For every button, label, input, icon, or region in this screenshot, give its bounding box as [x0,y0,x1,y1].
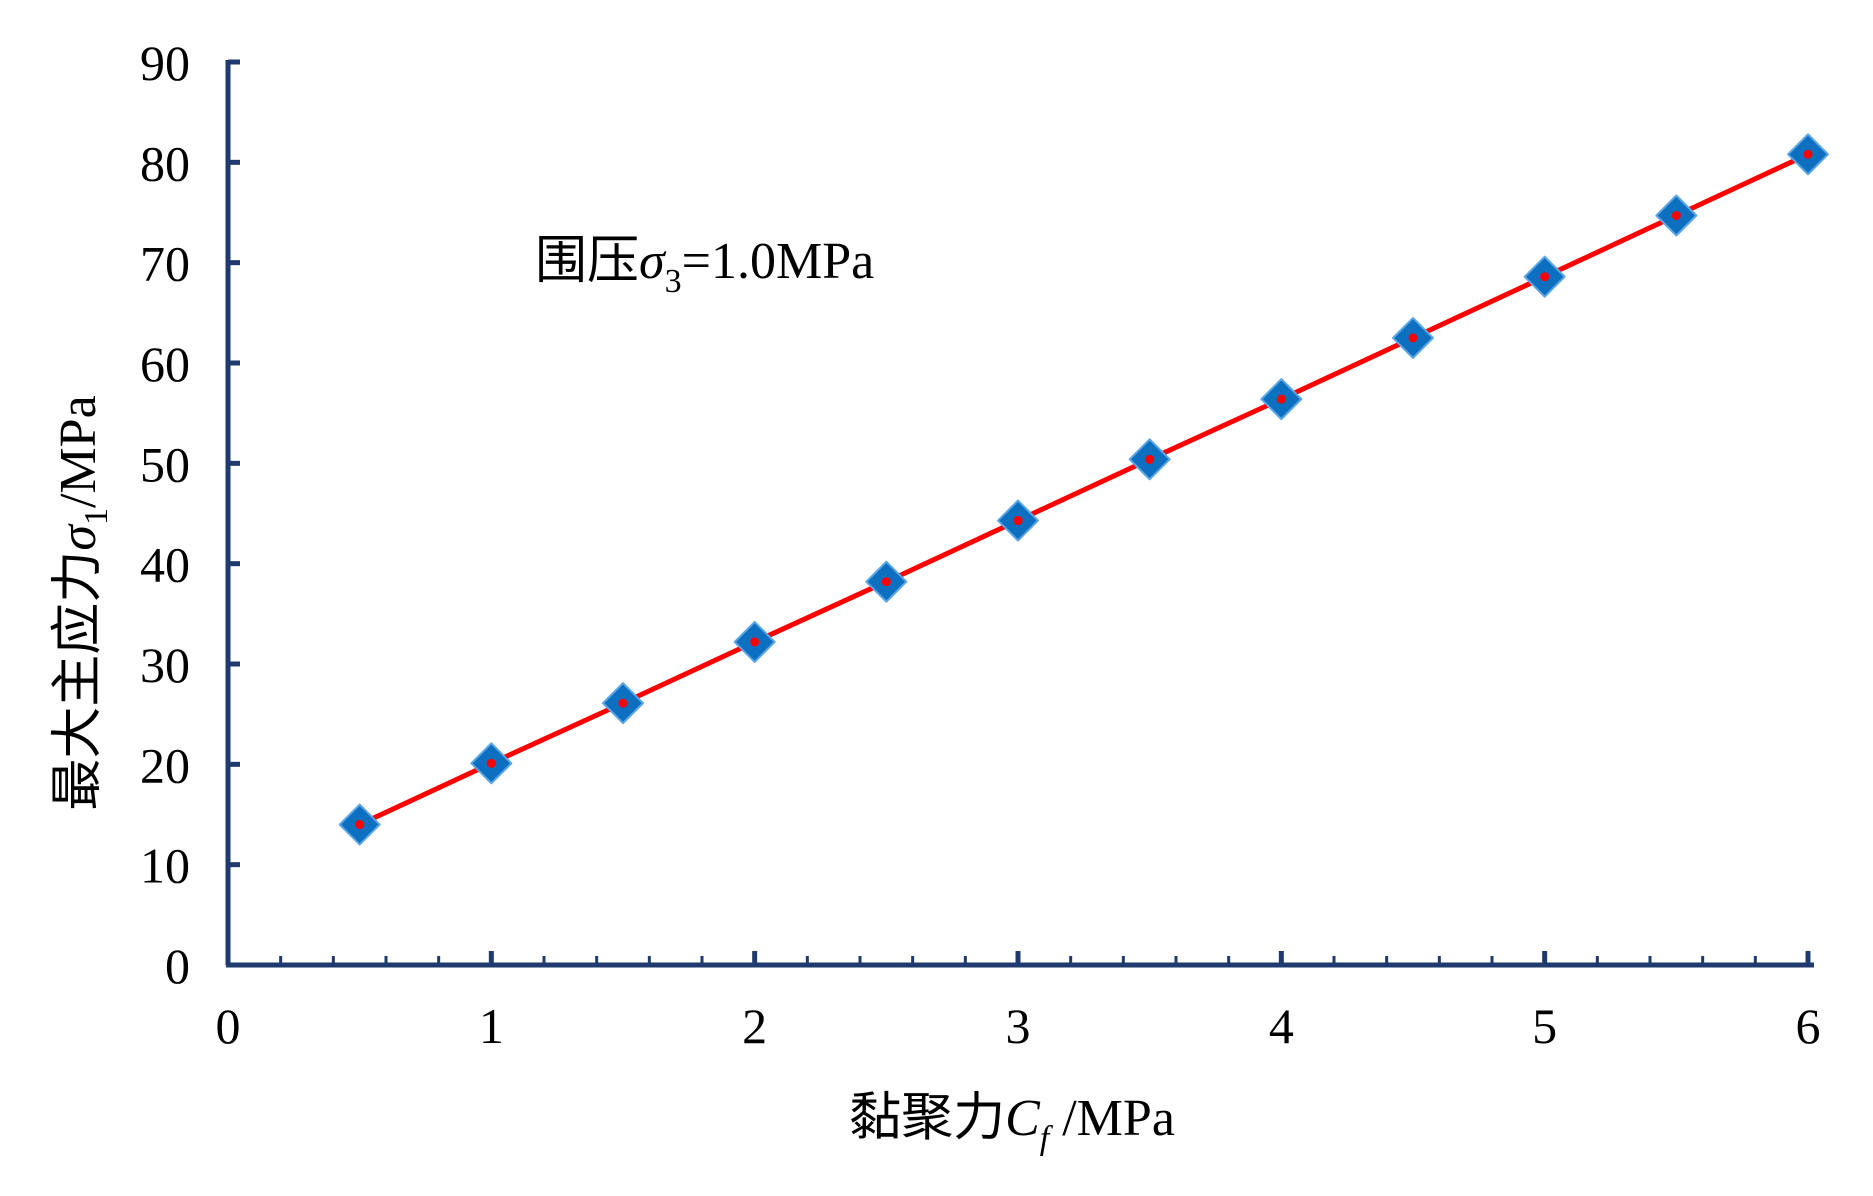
y-tick-label: 20 [140,737,190,793]
marker-center-dot [1540,272,1550,282]
y-tick-label: 0 [165,938,190,994]
y-tick-label: 50 [140,436,190,492]
series-line [358,152,1810,827]
annotation: 围压σ3=1.0MPa [535,233,874,300]
x-axis-title-prefix: 黏聚力 [849,1090,1005,1147]
marker-center-dot [1803,149,1813,159]
data-point [1392,316,1434,359]
annotation-suffix: =1.0MPa [682,233,875,290]
data-point [1260,378,1303,421]
fit-line-layer [358,152,1810,827]
data-point [1523,255,1566,298]
marker-center-dot [355,820,365,830]
marker-center-dot [486,758,496,768]
marker-center-dot [1276,394,1286,404]
y-axis-title-symbol: σ [50,523,107,551]
data-point [1128,438,1171,481]
annotation-prefix: 围压 [535,233,639,290]
x-tick-label: 5 [1532,998,1557,1054]
x-tick-label: 3 [1006,998,1031,1054]
marker-center-dot [1013,516,1023,526]
labels: 0 10 20 30 40 50 60 70 80 90 0 1 2 3 4 5 6 [140,35,1821,1054]
x-axis-title-suffix: /MPa [1049,1090,1175,1147]
y-axis-title-suffix: /MPa [50,395,107,508]
marker-center-dot [1671,211,1681,221]
x-tick-label: 2 [742,998,767,1054]
data-point [997,499,1039,542]
data-point [338,803,381,846]
marker-center-dot [1145,454,1155,464]
y-axis-title-prefix: 最大主应力 [50,551,107,811]
annotation-symbol: σ [639,233,667,290]
x-tick-label: 1 [479,998,504,1054]
marker-center-dot [750,637,760,647]
y-tick-label: 70 [140,236,190,292]
x-axis-title: 黏聚力Cf /MPa [849,1090,1175,1157]
x-tick-label: 0 [216,998,241,1054]
annotation-subscript: 3 [665,263,682,300]
data-point [470,742,513,785]
y-tick-label: 40 [140,537,190,593]
data-point [1787,133,1829,176]
marker-center-dot [1408,333,1418,343]
y-tick-label: 60 [140,336,190,392]
data-point [1655,194,1698,237]
y-axis-title-subscript: 1 [78,508,115,525]
y-tick-label: 10 [140,838,190,894]
x-tick-label: 4 [1269,998,1294,1054]
data-point [602,682,644,725]
marker-center-dot [881,577,891,587]
data-point [865,560,908,603]
y-tick-label: 30 [140,637,190,693]
x-tick-label: 6 [1796,998,1821,1054]
y-tick-label: 90 [140,35,190,91]
y-axis-title: 最大主应力σ1/MPa [50,395,115,810]
markers [338,133,1829,846]
x-axis-title-symbol: C [1005,1090,1041,1147]
y-tick-label: 80 [140,135,190,191]
marker-center-dot [618,698,628,708]
data-point [733,620,776,663]
axes [225,59,1814,968]
